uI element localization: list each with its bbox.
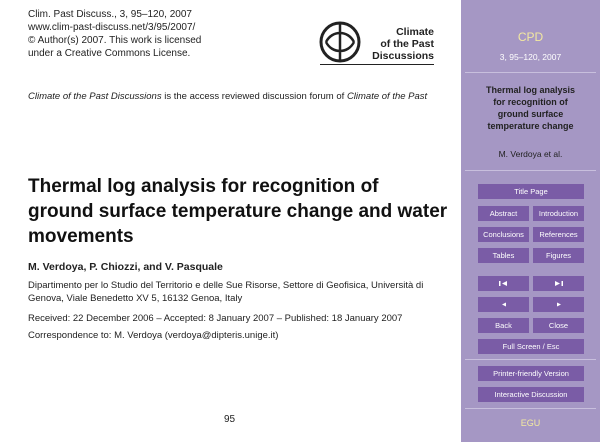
references-button[interactable]: References bbox=[533, 227, 584, 242]
journal: Climate of the Past Discussions bbox=[28, 91, 162, 102]
figures-button[interactable]: Figures bbox=[533, 248, 584, 263]
separator bbox=[465, 408, 596, 409]
separator bbox=[465, 359, 596, 360]
logo-icon bbox=[319, 21, 361, 63]
sidebar-author: M. Verdoya et al. bbox=[498, 149, 563, 159]
abstract-button[interactable]: Abstract bbox=[478, 206, 529, 221]
citation-line: under a Creative Commons License. bbox=[28, 48, 191, 59]
logo-rule bbox=[320, 64, 434, 65]
conclusions-button[interactable]: Conclusions bbox=[478, 227, 529, 242]
dates: Received: 22 December 2006 – Accepted: 8… bbox=[28, 313, 403, 324]
tables-button[interactable]: Tables bbox=[478, 248, 529, 263]
previous-icon bbox=[502, 302, 506, 307]
parent-journal: Climate of the Past bbox=[346, 91, 428, 102]
printer-button[interactable]: Printer-friendly Version bbox=[478, 366, 584, 381]
close-button[interactable]: Close bbox=[533, 318, 584, 333]
previous-button[interactable] bbox=[478, 297, 529, 312]
full-screen-button[interactable]: Full Screen / Esc bbox=[478, 339, 584, 354]
interactive-button[interactable]: Interactive Discussion bbox=[478, 387, 584, 402]
logo-text: Climate of the Past Discussions bbox=[362, 26, 434, 62]
forum-text: is the access reviewed discussion forum … bbox=[161, 91, 347, 102]
citation-line: Clim. Past Discuss., 3, 95–120, 2007 bbox=[28, 9, 192, 20]
first-button[interactable] bbox=[478, 276, 529, 291]
sidebar-volume: 3, 95–120, 2007 bbox=[499, 52, 562, 62]
sidebar-journal: CPD bbox=[517, 30, 544, 44]
page-number: 95 bbox=[224, 414, 236, 425]
article-title: Thermal log analysis for recognition of … bbox=[28, 176, 448, 247]
last-button[interactable] bbox=[533, 276, 584, 291]
citation-line: © Author(s) 2007. This work is licensed bbox=[28, 35, 202, 46]
authors: M. Verdoya, P. Chiozzi, and V. Pasquale bbox=[28, 261, 223, 273]
title-page-button[interactable]: Title Page bbox=[478, 184, 584, 199]
correspondence: Correspondence to: M. Verdoya (verdoya@d… bbox=[28, 330, 279, 341]
logo-line: Discussions bbox=[372, 50, 434, 62]
affiliation: Dipartimento per lo Studio del Territori… bbox=[28, 280, 424, 304]
back-button[interactable]: Back bbox=[478, 318, 529, 333]
citation: Clim. Past Discuss., 3, 95–120, 2007 www… bbox=[28, 8, 201, 60]
sidebar-title: Thermal log analysis for recognition of … bbox=[485, 85, 576, 131]
logo-line: Climate bbox=[396, 26, 434, 38]
last-icon bbox=[555, 281, 563, 286]
first-icon bbox=[499, 281, 507, 286]
forum-line: Climate of the Past Discussions is the a… bbox=[28, 91, 427, 102]
separator bbox=[465, 72, 596, 73]
logo-line: of the Past bbox=[380, 38, 434, 50]
next-button[interactable] bbox=[533, 297, 584, 312]
next-icon bbox=[557, 302, 561, 307]
sidebar: CPD 3, 95–120, 2007 Thermal log analysis… bbox=[461, 0, 600, 442]
citation-line: www.clim-past-discuss.net/3/95/2007/ bbox=[28, 22, 196, 33]
introduction-button[interactable]: Introduction bbox=[533, 206, 584, 221]
separator bbox=[465, 170, 596, 171]
publisher: EGU bbox=[520, 418, 541, 428]
